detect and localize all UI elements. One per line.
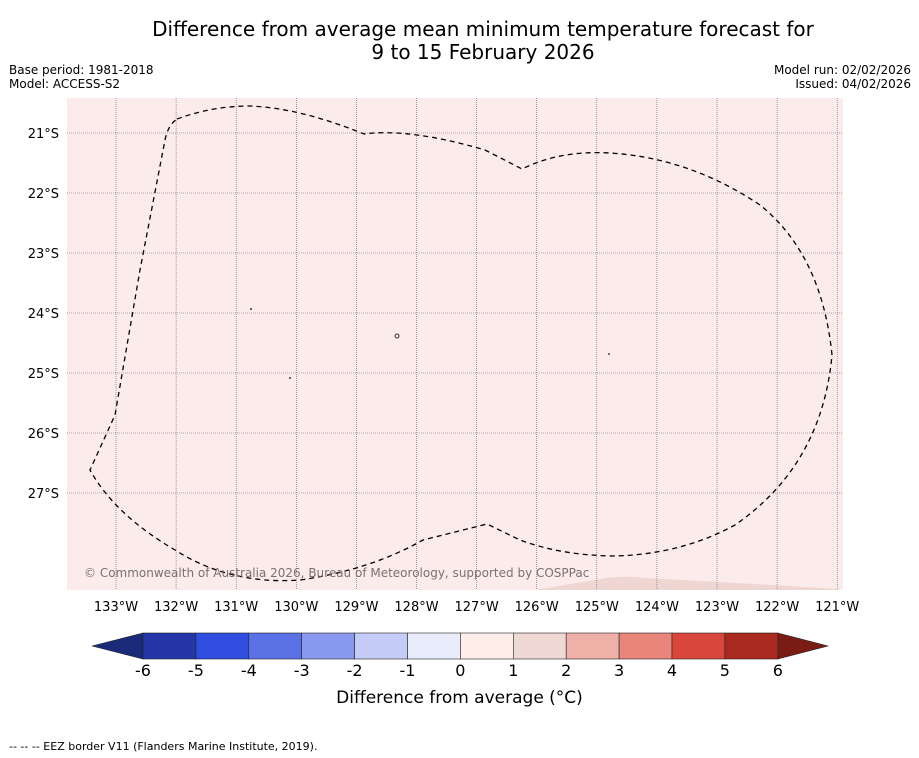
eez-border (89, 105, 833, 582)
copyright-text: © Commonwealth of Australia 2026, Bureau… (84, 566, 589, 580)
colorbar-overflow (777, 632, 830, 660)
colorbar-bin (565, 632, 620, 660)
latitude-label: 25°S (28, 367, 59, 382)
colorbar-bin (618, 632, 673, 660)
longitude-label: 130°W (274, 600, 318, 615)
colorbar-bin (354, 632, 408, 660)
longitude-label: 126°W (515, 600, 559, 615)
colorbar-ticks: -6 -5 -4 -3 -2 -1 0 1 2 3 4 5 6 (135, 661, 783, 680)
latitude-label: 26°S (28, 427, 59, 442)
colorbar-bin (671, 632, 726, 660)
colorbar-tick-label: 3 (614, 661, 624, 680)
map-title: Difference from average mean minimum tem… (0, 18, 919, 64)
colorbar-bin (248, 632, 303, 660)
eez-legend-note: -- -- -- EEZ border V11 (Flanders Marine… (9, 740, 318, 753)
map-background (67, 98, 843, 590)
longitude-label: 133°W (94, 600, 138, 615)
colorbar-tick-label: -6 (135, 661, 151, 680)
colorbar-tick-label: 5 (720, 661, 730, 680)
longitude-labels: 133°W 132°W 131°W 130°W 129°W 128°W 127°W 126°W… (94, 600, 860, 615)
colorbar-tick-label: 6 (773, 661, 783, 680)
latitude-label: 27°S (28, 487, 59, 502)
longitude-label: 129°W (334, 600, 378, 615)
colorbar-bin (301, 632, 355, 660)
issued-text: Issued: 04/02/2026 (795, 77, 911, 91)
metadata-right: Model run: 02/02/2026 Issued: 04/02/2026 (774, 63, 911, 91)
latitude-label: 22°S (28, 187, 59, 202)
model-run-text: Model run: 02/02/2026 (773, 63, 911, 77)
map-title-line-1: Difference from average mean minimum tem… (152, 17, 814, 41)
longitude-label: 131°W (214, 600, 258, 615)
colorbar-bin (512, 632, 567, 660)
metadata-left: Base period: 1981-2018 Model: ACCESS-S2 (9, 63, 154, 91)
longitude-label: 127°W (455, 600, 499, 615)
graticule (67, 98, 843, 590)
latitude-label: 23°S (28, 247, 59, 262)
colorbar-bin (407, 632, 461, 660)
longitude-label: 121°W (815, 600, 859, 615)
island-marker (250, 308, 252, 310)
warm-anomaly-patch (535, 576, 838, 590)
colorbar-tick-label: 2 (561, 661, 571, 680)
map-title-line-2: 9 to 15 February 2026 (371, 40, 595, 64)
colorbar-underflow (91, 632, 144, 660)
colorbar-tick-label: -2 (347, 661, 363, 680)
colorbar (91, 632, 830, 660)
colorbar-tick-label: -1 (400, 661, 416, 680)
latitude-labels: 21°S 22°S 23°S 24°S 25°S 26°S 27°S (28, 127, 59, 502)
latitude-label: 21°S (28, 127, 59, 142)
model-text: Model: ACCESS-S2 (9, 77, 121, 91)
longitude-label: 132°W (154, 600, 198, 615)
colorbar-bin (460, 632, 514, 660)
colorbar-tick-label: -5 (188, 661, 204, 680)
longitude-label: 122°W (755, 600, 799, 615)
longitude-label: 124°W (635, 600, 679, 615)
base-period-text: Base period: 1981-2018 (9, 63, 154, 77)
colorbar-tick-label: 4 (667, 661, 677, 680)
colorbar-title: Difference from average (°C) (336, 688, 583, 708)
colorbar-tick-label: -3 (294, 661, 310, 680)
colorbar-bin (724, 632, 779, 660)
colorbar-tick-label: 1 (508, 661, 518, 680)
latitude-label: 24°S (28, 307, 59, 322)
longitude-label: 123°W (695, 600, 739, 615)
colorbar-bin (142, 632, 197, 660)
colorbar-tick-label: 0 (455, 661, 465, 680)
longitude-label: 125°W (575, 600, 619, 615)
island-marker (289, 377, 291, 379)
island-marker (394, 333, 400, 339)
colorbar-tick-label: -4 (241, 661, 257, 680)
island-markers (250, 308, 610, 379)
longitude-label: 128°W (394, 600, 438, 615)
colorbar-bin (195, 632, 250, 660)
